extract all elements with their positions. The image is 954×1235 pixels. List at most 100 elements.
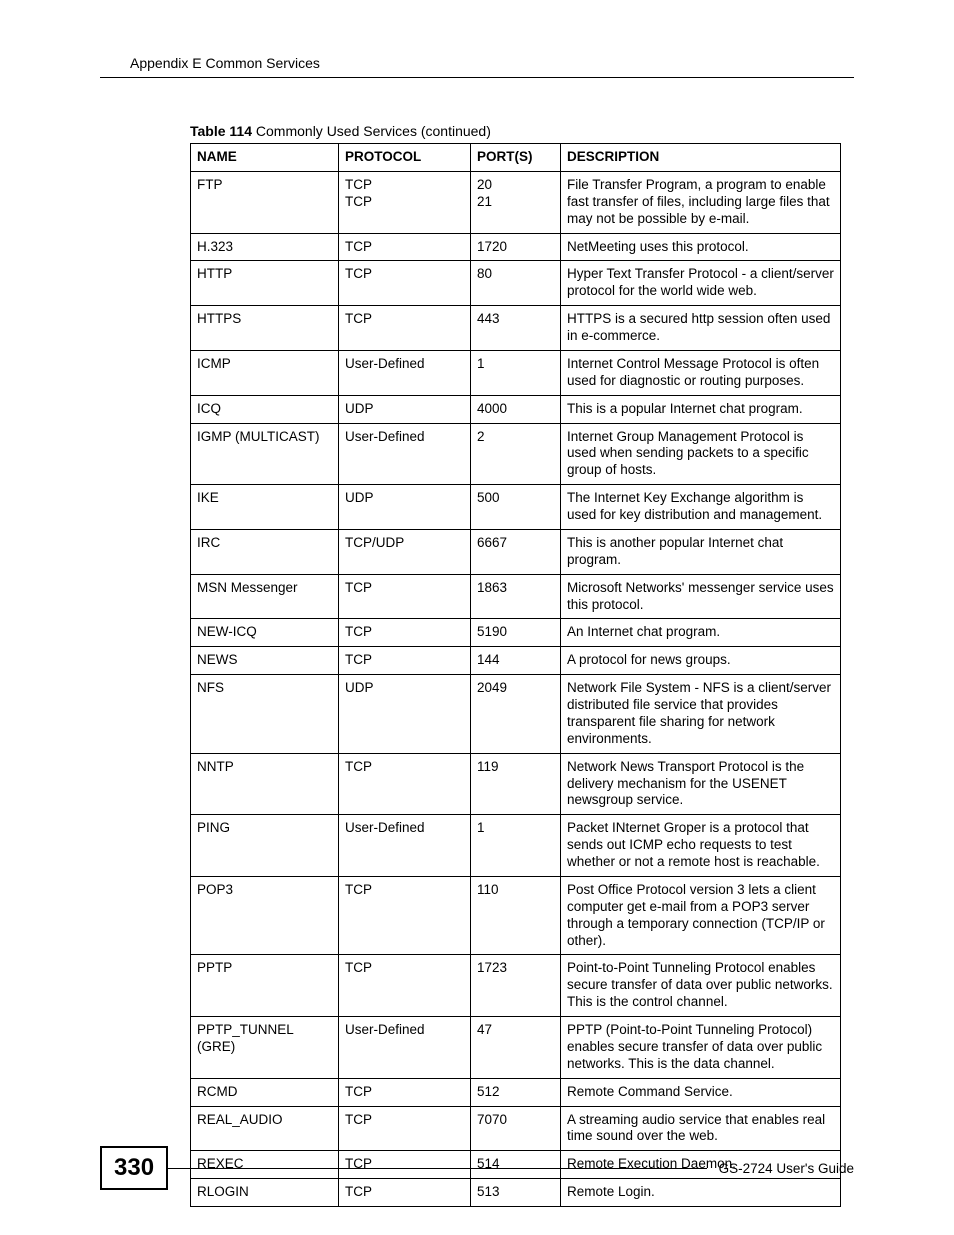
cell-name: MSN Messenger (191, 574, 339, 619)
col-header-protocol: PROTOCOL (339, 144, 471, 172)
cell-protocol: TCP (339, 261, 471, 306)
table-row: NEWSTCP144A protocol for news groups. (191, 647, 841, 675)
cell-description: Internet Control Message Protocol is oft… (561, 350, 841, 395)
cell-description: A streaming audio service that enables r… (561, 1106, 841, 1151)
footer-rule-row: 330 GS-2724 User's Guide (100, 1146, 854, 1190)
cell-description: NetMeeting uses this protocol. (561, 233, 841, 261)
cell-name: POP3 (191, 876, 339, 955)
cell-ports: 144 (471, 647, 561, 675)
cell-ports: 512 (471, 1078, 561, 1106)
services-table: NAME PROTOCOL PORT(S) DESCRIPTION FTPTCP… (190, 143, 841, 1207)
cell-name: REAL_AUDIO (191, 1106, 339, 1151)
cell-ports: 443 (471, 306, 561, 351)
cell-protocol: TCP (339, 1078, 471, 1106)
header-text: Appendix E Common Services (100, 55, 854, 71)
cell-name: NNTP (191, 753, 339, 815)
cell-description: HTTPS is a secured http session often us… (561, 306, 841, 351)
cell-protocol: UDP (339, 675, 471, 754)
table-row: NNTPTCP119Network News Transport Protoco… (191, 753, 841, 815)
caption-rest: Commonly Used Services (continued) (252, 123, 491, 139)
footer-guide: GS-2724 User's Guide (719, 1161, 854, 1176)
table-row: MSN MessengerTCP1863Microsoft Networks' … (191, 574, 841, 619)
table-row: NEW-ICQTCP5190An Internet chat program. (191, 619, 841, 647)
cell-ports: 6667 (471, 529, 561, 574)
table-row: REAL_AUDIOTCP7070A streaming audio servi… (191, 1106, 841, 1151)
cell-protocol: TCP (339, 233, 471, 261)
cell-ports: 119 (471, 753, 561, 815)
cell-description: This is another popular Internet chat pr… (561, 529, 841, 574)
cell-ports: 20 21 (471, 171, 561, 233)
table-row: NFSUDP2049Network File System - NFS is a… (191, 675, 841, 754)
cell-name: HTTP (191, 261, 339, 306)
cell-name: IRC (191, 529, 339, 574)
cell-ports: 1723 (471, 955, 561, 1017)
table-row: H.323TCP1720NetMeeting uses this protoco… (191, 233, 841, 261)
cell-description: Post Office Protocol version 3 lets a cl… (561, 876, 841, 955)
table-row: ICQUDP4000This is a popular Internet cha… (191, 395, 841, 423)
cell-ports: 4000 (471, 395, 561, 423)
cell-name: H.323 (191, 233, 339, 261)
cell-protocol: TCP (339, 876, 471, 955)
footer-right: GS-2724 User's Guide (168, 1161, 854, 1176)
table-row: HTTPSTCP443HTTPS is a secured http sessi… (191, 306, 841, 351)
cell-ports: 2049 (471, 675, 561, 754)
table-row: IKEUDP500The Internet Key Exchange algor… (191, 485, 841, 530)
cell-protocol: TCP (339, 574, 471, 619)
caption-bold: Table 114 (190, 123, 252, 139)
table-body: FTPTCP TCP20 21File Transfer Program, a … (191, 171, 841, 1206)
cell-ports: 2 (471, 423, 561, 485)
table-row: RCMDTCP512Remote Command Service. (191, 1078, 841, 1106)
cell-description: This is a popular Internet chat program. (561, 395, 841, 423)
header-rule (100, 77, 854, 78)
cell-name: PING (191, 815, 339, 877)
cell-name: IGMP (MULTICAST) (191, 423, 339, 485)
cell-name: NEWS (191, 647, 339, 675)
cell-description: Network File System - NFS is a client/se… (561, 675, 841, 754)
table-row: POP3TCP110Post Office Protocol version 3… (191, 876, 841, 955)
cell-protocol: TCP/UDP (339, 529, 471, 574)
col-header-name: NAME (191, 144, 339, 172)
cell-name: NEW-ICQ (191, 619, 339, 647)
cell-name: ICMP (191, 350, 339, 395)
col-header-ports: PORT(S) (471, 144, 561, 172)
cell-protocol: User-Defined (339, 1017, 471, 1079)
cell-protocol: UDP (339, 395, 471, 423)
cell-protocol: TCP (339, 306, 471, 351)
cell-protocol: TCP (339, 955, 471, 1017)
table-row: ICMPUser-Defined1Internet Control Messag… (191, 350, 841, 395)
cell-ports: 1 (471, 350, 561, 395)
cell-protocol: User-Defined (339, 815, 471, 877)
cell-name: ICQ (191, 395, 339, 423)
cell-description: Packet INternet Groper is a protocol tha… (561, 815, 841, 877)
cell-description: The Internet Key Exchange algorithm is u… (561, 485, 841, 530)
cell-protocol: TCP TCP (339, 171, 471, 233)
cell-name: NFS (191, 675, 339, 754)
page-number: 330 (100, 1146, 168, 1190)
footer-line (168, 1168, 707, 1169)
cell-ports: 7070 (471, 1106, 561, 1151)
table-row: PINGUser-Defined1Packet INternet Groper … (191, 815, 841, 877)
table-row: PPTPTCP1723Point-to-Point Tunneling Prot… (191, 955, 841, 1017)
cell-description: Remote Command Service. (561, 1078, 841, 1106)
cell-protocol: TCP (339, 619, 471, 647)
cell-name: FTP (191, 171, 339, 233)
cell-description: Point-to-Point Tunneling Protocol enable… (561, 955, 841, 1017)
table-row: PPTP_TUNNEL (GRE)User-Defined47PPTP (Poi… (191, 1017, 841, 1079)
cell-name: HTTPS (191, 306, 339, 351)
cell-ports: 47 (471, 1017, 561, 1079)
cell-name: IKE (191, 485, 339, 530)
cell-description: An Internet chat program. (561, 619, 841, 647)
cell-description: File Transfer Program, a program to enab… (561, 171, 841, 233)
cell-ports: 1 (471, 815, 561, 877)
cell-description: PPTP (Point-to-Point Tunneling Protocol)… (561, 1017, 841, 1079)
cell-protocol: User-Defined (339, 350, 471, 395)
cell-description: Internet Group Management Protocol is us… (561, 423, 841, 485)
table-row: IGMP (MULTICAST)User-Defined2Internet Gr… (191, 423, 841, 485)
cell-ports: 80 (471, 261, 561, 306)
cell-protocol: UDP (339, 485, 471, 530)
cell-protocol: TCP (339, 1106, 471, 1151)
table-row: IRCTCP/UDP6667This is another popular In… (191, 529, 841, 574)
cell-name: PPTP (191, 955, 339, 1017)
table-row: FTPTCP TCP20 21File Transfer Program, a … (191, 171, 841, 233)
col-header-description: DESCRIPTION (561, 144, 841, 172)
